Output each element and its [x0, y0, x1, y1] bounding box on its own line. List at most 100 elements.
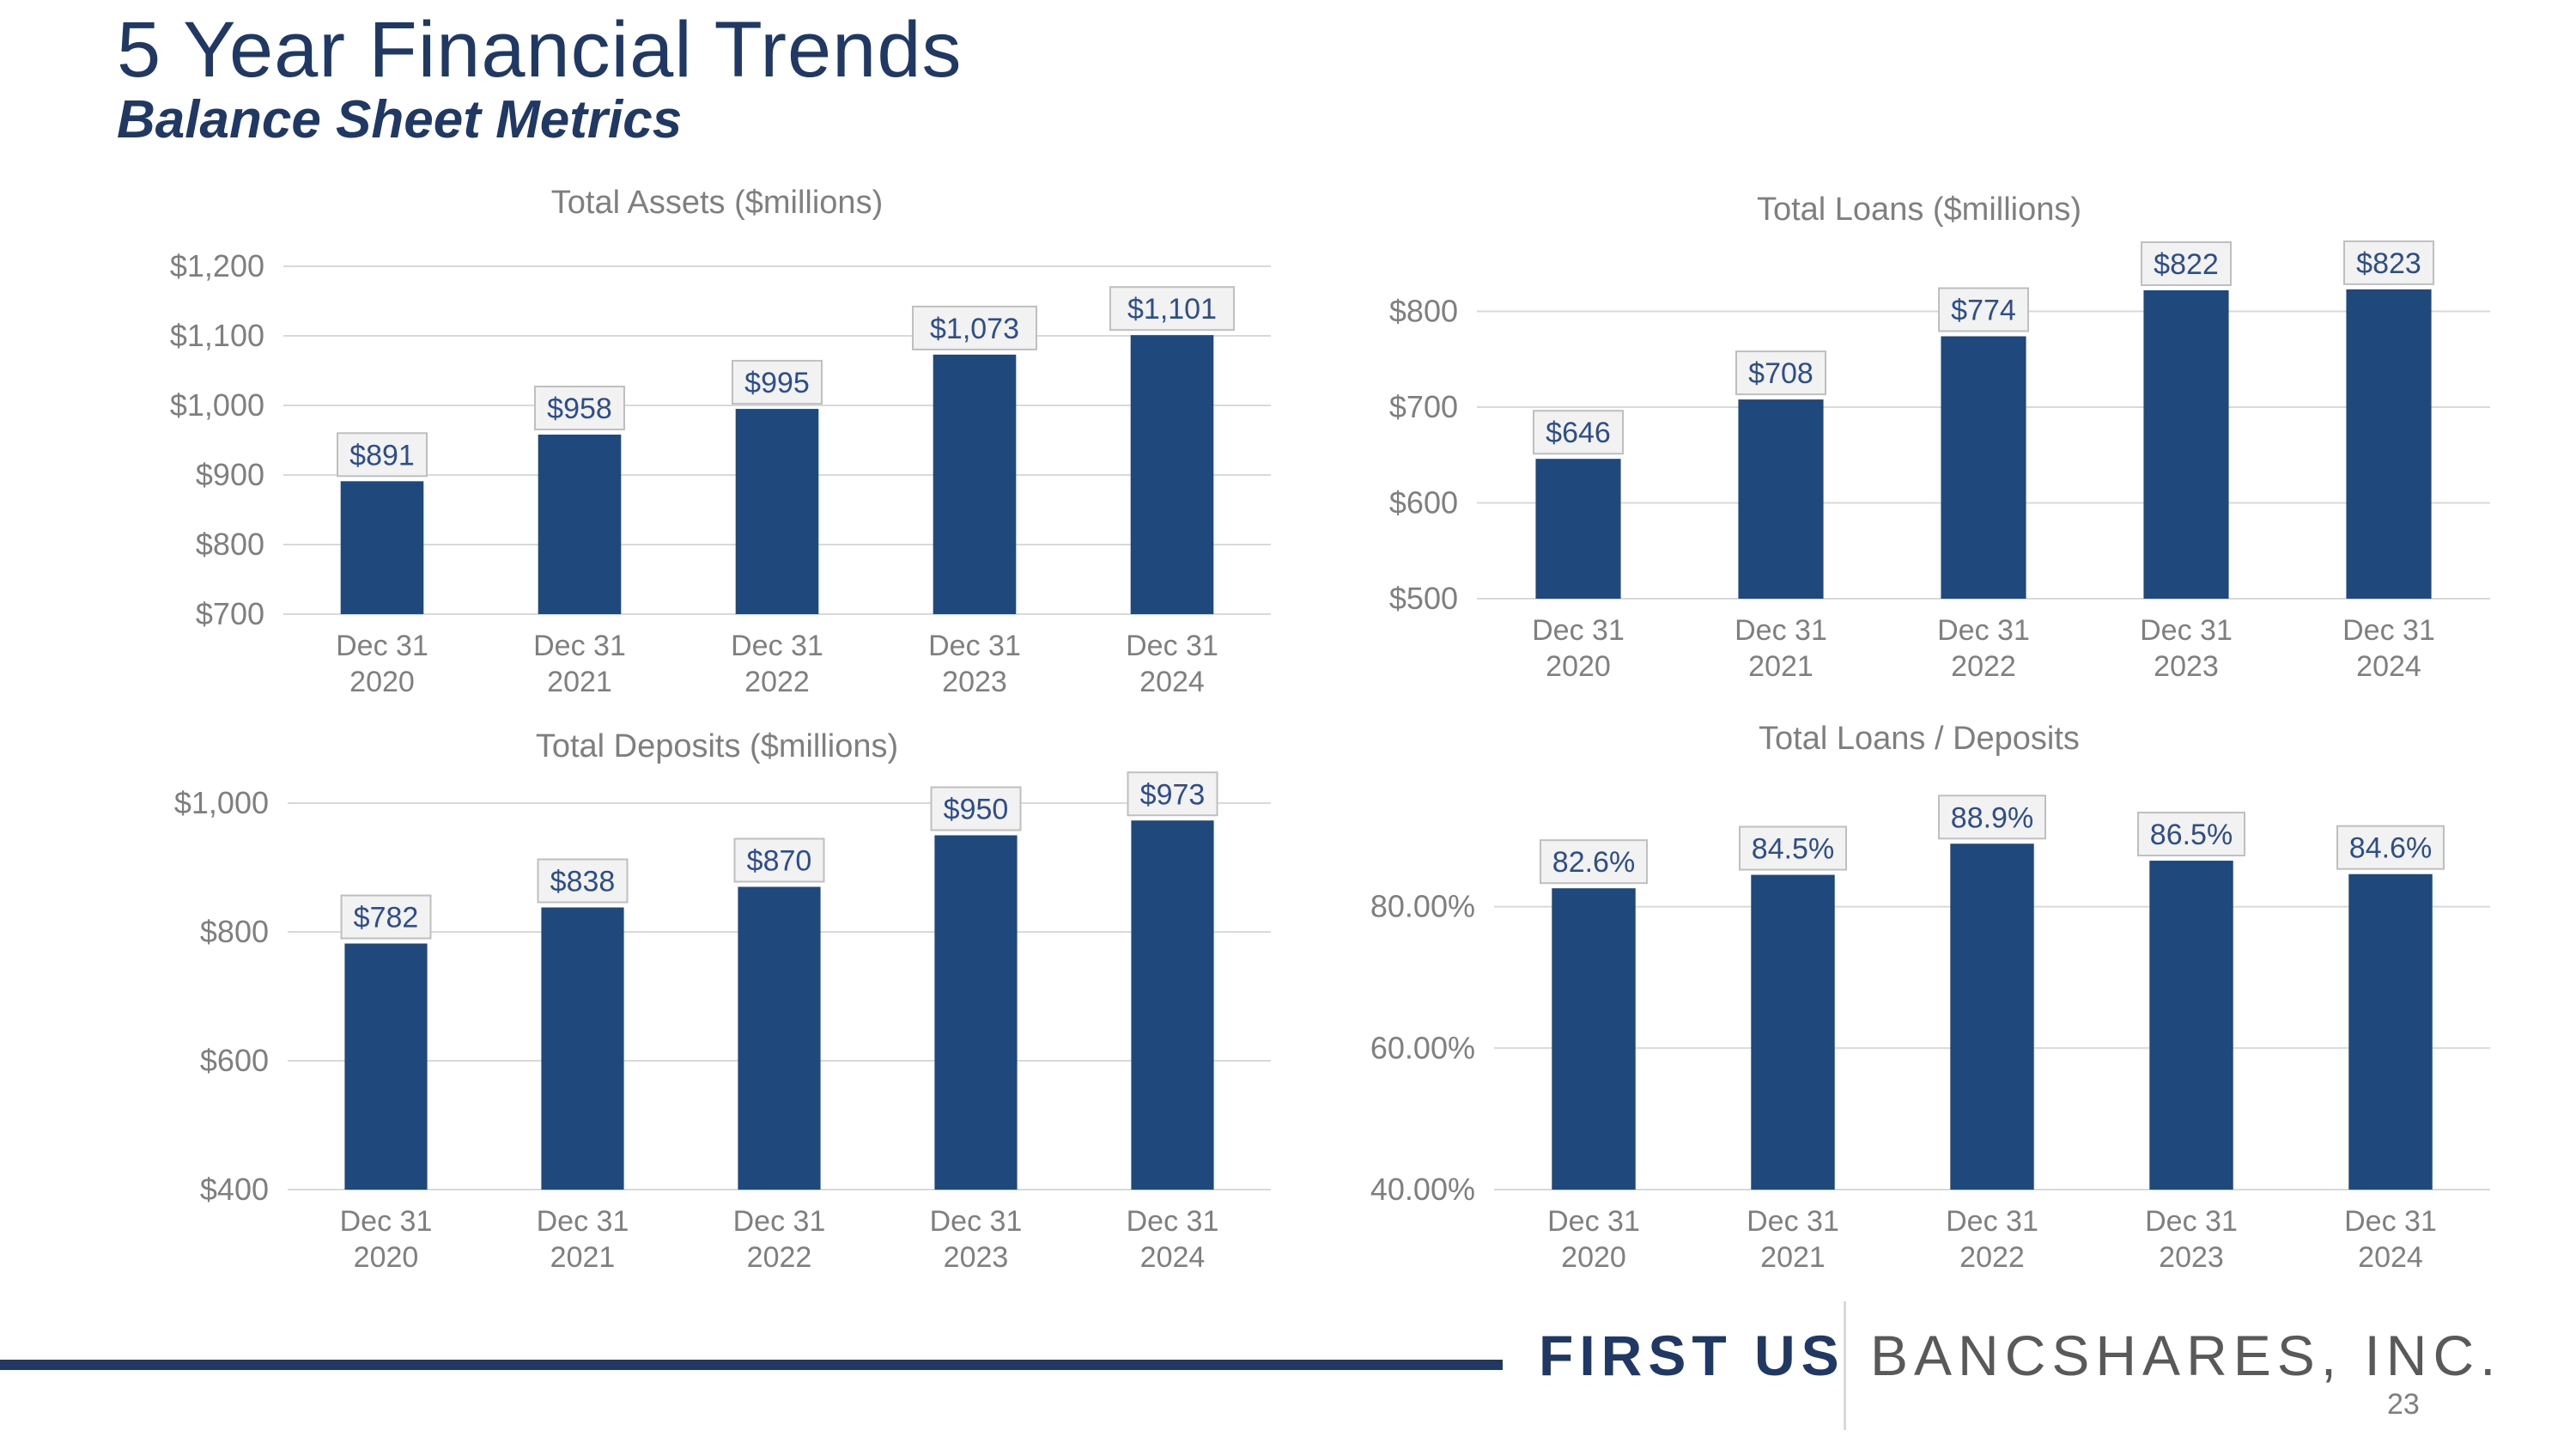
x-tick-label-year: 2021 [1748, 650, 1814, 683]
data-label-box [534, 386, 625, 431]
x-tick-label: Dec 31 [2145, 1205, 2238, 1238]
bar [1751, 874, 1835, 1190]
data-label-box [1109, 286, 1235, 332]
data-label-box [1533, 410, 1624, 455]
x-tick-label-year: 2024 [1140, 1241, 1206, 1274]
data-label: 88.9% [1951, 801, 2033, 834]
y-tick-label: $1,000 [174, 785, 269, 820]
chart-title: Total Deposits ($millions) [536, 728, 898, 764]
x-tick-label: Dec 31 [731, 630, 823, 662]
data-label-box [1127, 771, 1218, 817]
page-subtitle: Balance Sheet Metrics [117, 90, 683, 149]
y-tick-label: $900 [196, 457, 264, 492]
y-tick-label: $800 [200, 914, 269, 949]
y-tick-label: $400 [200, 1172, 269, 1207]
total-loans-chart: Total Loans ($millions) $500 $600 $700 $800 $… [1389, 192, 2490, 683]
x-tick-label-year: 2020 [349, 666, 415, 698]
data-label: $1,073 [930, 313, 1019, 345]
x-tick-label-year: 2023 [2154, 650, 2219, 683]
bar [933, 354, 1017, 614]
y-tick-label: $1,200 [170, 248, 264, 283]
x-tick-label-year: 2020 [354, 1241, 419, 1274]
chart-title: Total Loans / Deposits [1759, 721, 2080, 757]
x-tick-label-year: 2022 [1959, 1241, 2025, 1274]
data-label: $646 [1546, 417, 1611, 449]
y-tick-label: $700 [1389, 389, 1458, 424]
x-tick-label-year: 2020 [1561, 1241, 1626, 1274]
x-tick-label-year: 2023 [942, 666, 1007, 698]
data-label: $973 [1140, 778, 1206, 811]
data-label-box [337, 432, 428, 478]
x-tick-label: Dec 31 [1127, 1205, 1219, 1238]
y-tick-label: 80.00% [1370, 889, 1475, 924]
x-tick-label: Dec 31 [340, 1205, 433, 1238]
bar [344, 943, 428, 1190]
y-tick-label: $1,000 [170, 387, 264, 423]
data-label-box [2336, 825, 2445, 870]
y-tick-label: 60.00% [1370, 1030, 1475, 1065]
page-title: 5 Year Financial Trends [117, 6, 963, 94]
x-tick-label: Dec 31 [533, 630, 626, 662]
x-tick-label-year: 2020 [1546, 650, 1611, 683]
x-tick-label: Dec 31 [1126, 630, 1218, 662]
x-tick-label-year: 2023 [944, 1241, 1009, 1274]
y-tick-label: $700 [196, 596, 264, 631]
x-tick-label: Dec 31 [537, 1205, 629, 1238]
bar [2149, 861, 2233, 1190]
x-tick-label: Dec 31 [928, 630, 1021, 662]
x-tick-label-year: 2023 [2159, 1241, 2224, 1274]
data-label-box [537, 858, 629, 904]
x-tick-label-year: 2021 [550, 1241, 616, 1274]
data-label-box [930, 786, 1022, 831]
data-label: 84.5% [1752, 833, 1834, 866]
data-label: 82.6% [1552, 846, 1635, 879]
bar [738, 886, 821, 1190]
x-tick-label-year: 2021 [547, 666, 612, 698]
bar [2348, 874, 2433, 1190]
brand-logo-first-us: FIRST US [1539, 1324, 1845, 1387]
bar [1950, 843, 2034, 1190]
data-label: 86.5% [2150, 819, 2233, 851]
brand-logo-bancshares: BANCSHARES, INC. [1870, 1324, 2502, 1387]
data-label: $822 [2154, 248, 2219, 281]
x-tick-label: Dec 31 [1532, 614, 1625, 647]
data-label: $708 [1748, 357, 1814, 390]
data-label-box [733, 837, 825, 883]
data-label: $950 [944, 794, 1009, 826]
x-tick-label-year: 2024 [1139, 666, 1205, 698]
data-label: $774 [1951, 295, 2016, 327]
x-tick-label: Dec 31 [1946, 1205, 2038, 1238]
x-tick-label-year: 2024 [2356, 650, 2421, 683]
bar [2143, 290, 2229, 599]
x-tick-label: Dec 31 [2342, 614, 2435, 647]
total-deposits-chart: Total Deposits ($millions) $400 $600 $800 $1… [174, 728, 1271, 1274]
data-label: $870 [747, 845, 812, 878]
bar [2346, 289, 2432, 599]
bar [1941, 336, 2026, 599]
data-label-box [2137, 812, 2245, 857]
data-label-box [912, 305, 1037, 350]
total-assets-chart: Total Assets ($millions) $700 $800 $900 $1,0… [170, 185, 1271, 698]
bar [1552, 888, 1636, 1190]
bar [1131, 820, 1214, 1190]
y-tick-label: 40.00% [1370, 1172, 1475, 1207]
y-tick-label: $600 [200, 1043, 269, 1078]
data-label-box [1938, 287, 2029, 332]
x-tick-label: Dec 31 [2140, 614, 2233, 647]
data-label-box [1735, 350, 1826, 396]
x-tick-label: Dec 31 [1747, 1205, 1839, 1238]
data-label: $823 [2356, 247, 2421, 280]
data-label-box [2343, 240, 2434, 285]
data-label-box [2141, 241, 2232, 286]
footer-rule [0, 1360, 1503, 1370]
data-label: $995 [744, 367, 810, 399]
x-tick-label-year: 2021 [1760, 1241, 1826, 1274]
bar [735, 409, 819, 614]
x-tick-label: Dec 31 [733, 1205, 826, 1238]
data-label-box [1938, 795, 2046, 840]
chart-title: Total Loans ($millions) [1757, 192, 2081, 228]
x-tick-label: Dec 31 [930, 1205, 1023, 1238]
data-label-box [340, 894, 432, 940]
bar [340, 481, 424, 614]
y-tick-label: $600 [1389, 485, 1458, 521]
